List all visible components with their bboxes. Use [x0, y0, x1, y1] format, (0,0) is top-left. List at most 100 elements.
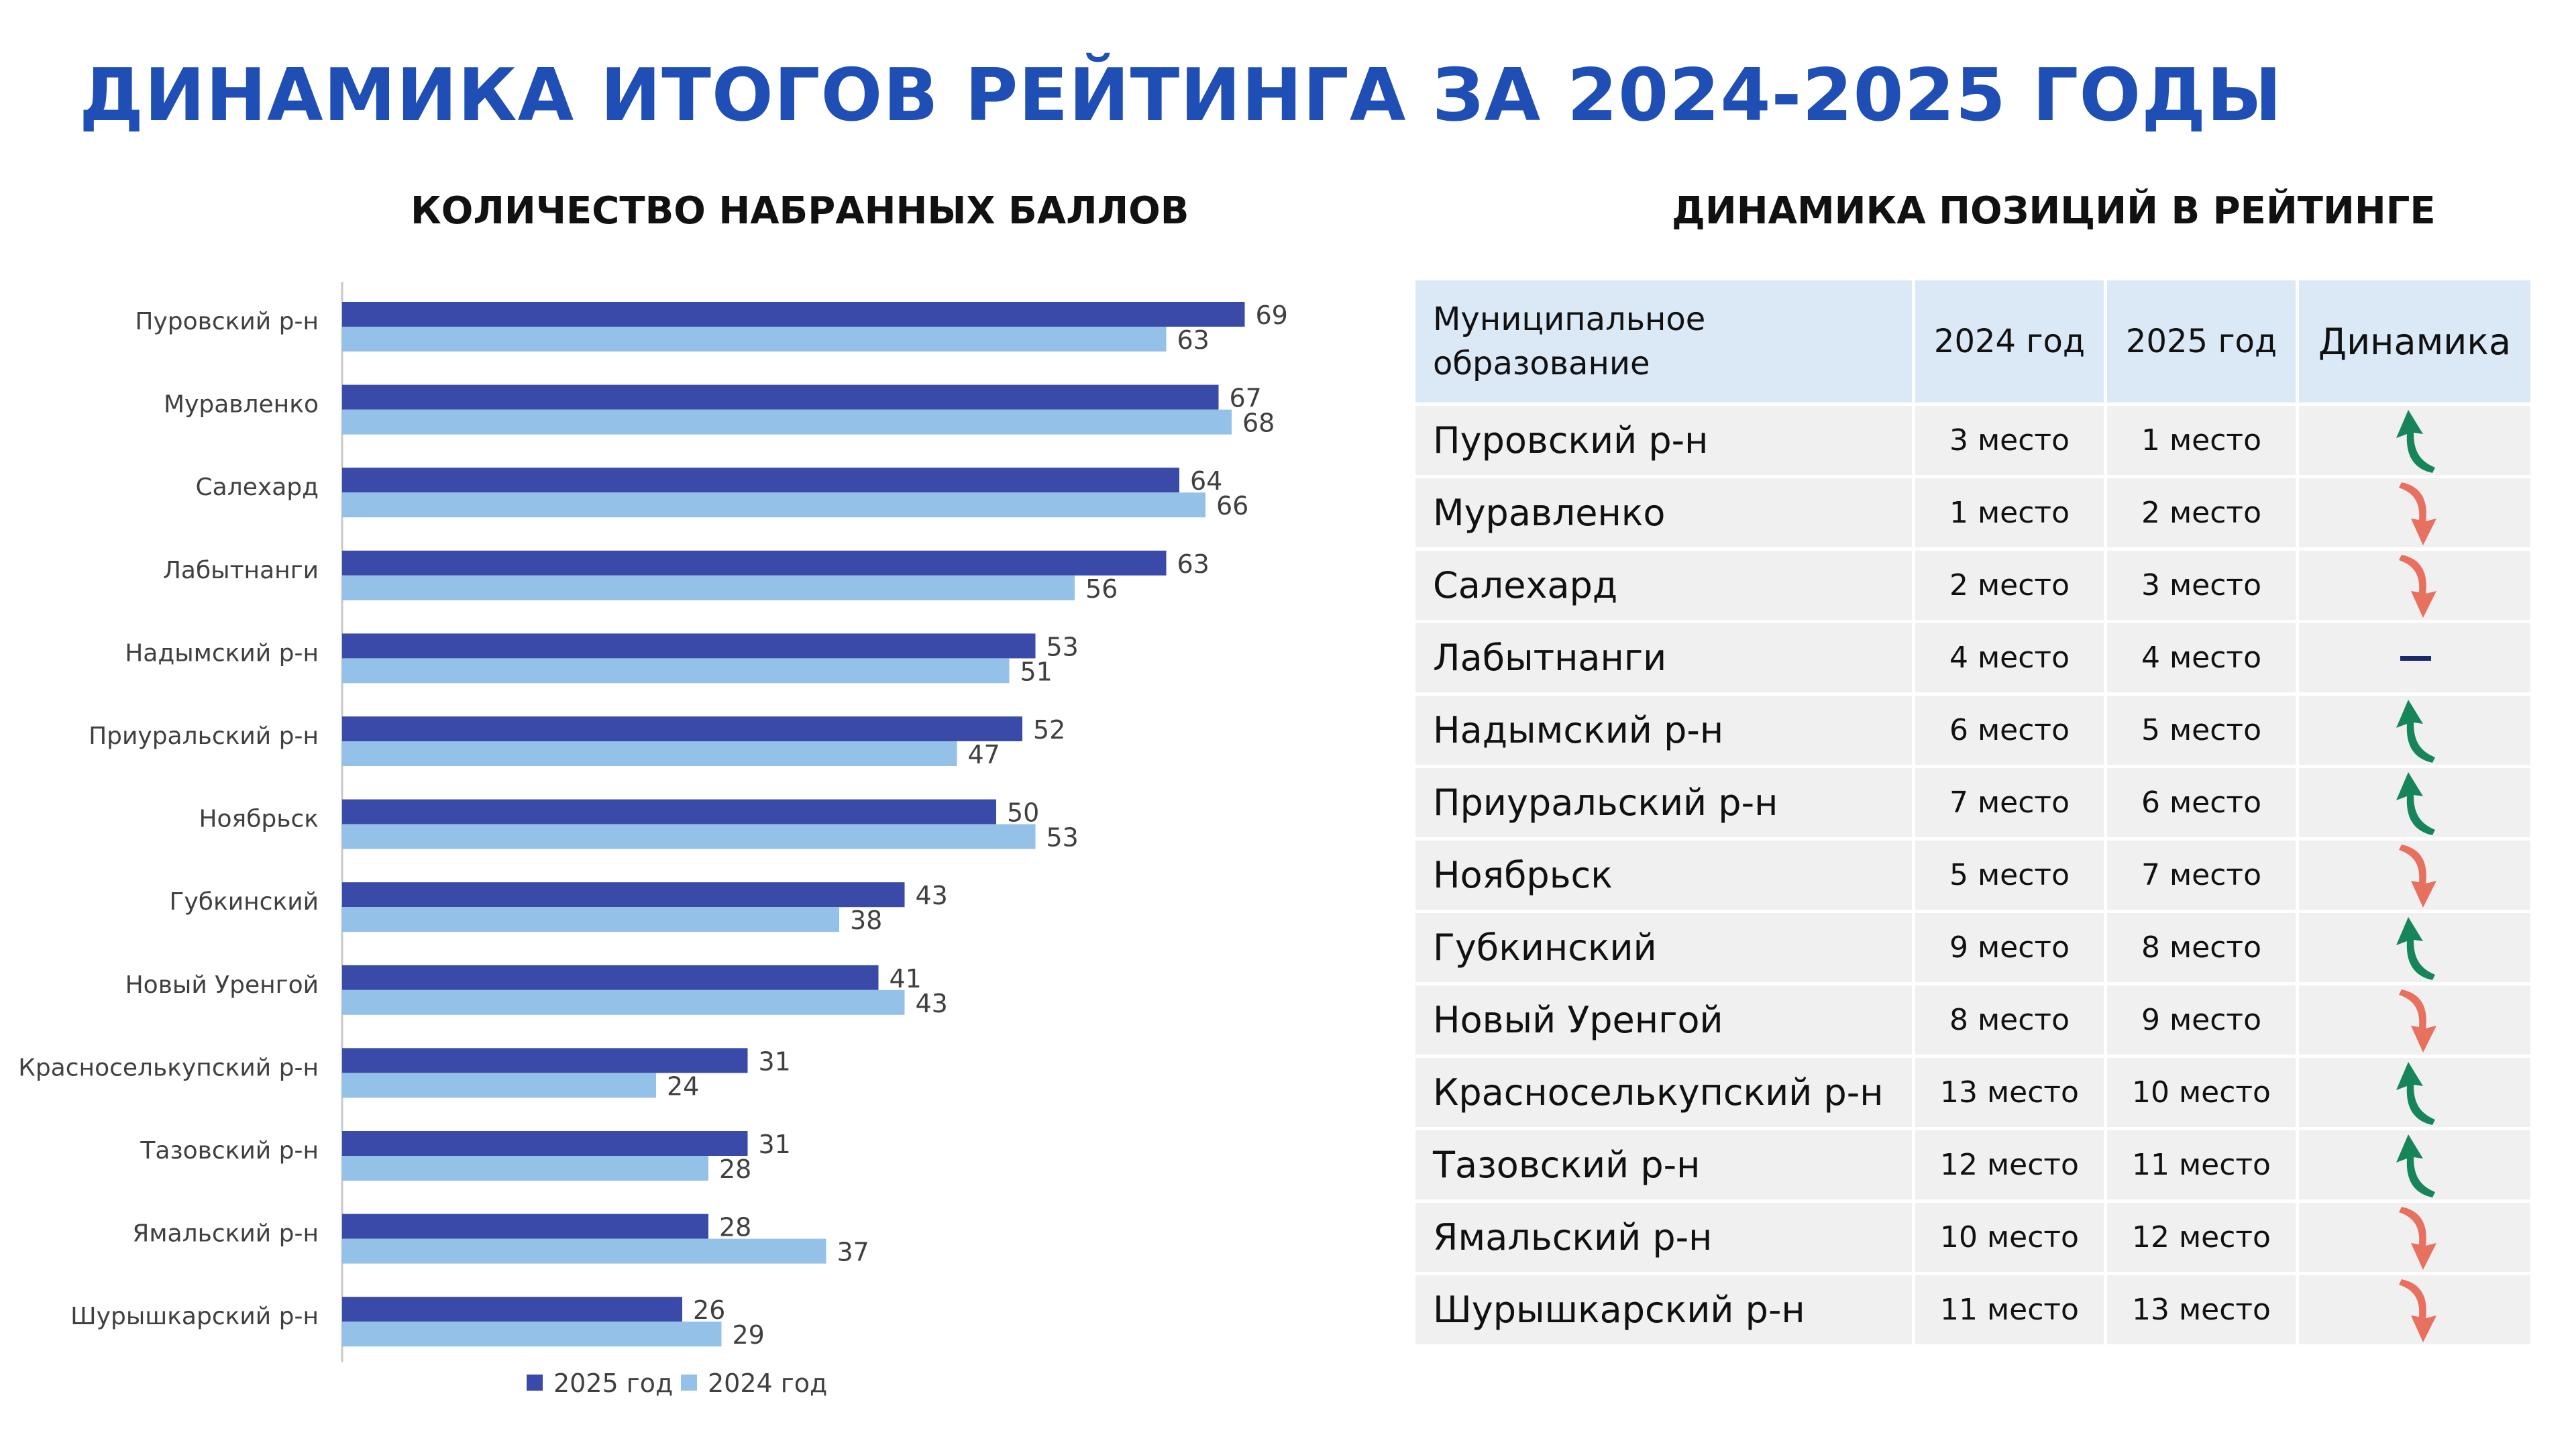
- row-dynamics-cell: [2296, 1055, 2534, 1130]
- data-label: 43: [916, 881, 948, 910]
- row-dynamics-cell: [2296, 620, 2534, 696]
- row-2025-cell: 8 место: [2104, 910, 2299, 985]
- row-name-cell: Лабытнанги: [1412, 620, 1915, 696]
- bar-2025: [342, 384, 1219, 410]
- row-2024-cell: 6 место: [1912, 692, 2107, 768]
- table-row: Губкинский 9 место 8 место: [1412, 910, 2534, 985]
- data-label: 37: [837, 1238, 869, 1267]
- table-row: Новый Уренгой 8 место 9 место: [1412, 982, 2534, 1058]
- data-label: 28: [719, 1213, 751, 1242]
- table-header-row: Муниципальное образование 2024 год 2025 …: [1412, 277, 2534, 406]
- bar-2024: [342, 409, 1232, 435]
- row-dynamics-cell: [2296, 692, 2534, 768]
- arrow-up-icon: [2396, 409, 2435, 473]
- table-row: Тазовский р-н 12 место 11 место: [1412, 1127, 2534, 1203]
- bar-2025: [342, 1297, 682, 1322]
- header-dynamics: Динамика: [2296, 277, 2534, 406]
- row-name-cell: Пуровский р-н: [1412, 402, 1915, 478]
- category-label: Тазовский р-н: [140, 1137, 319, 1165]
- row-2025-cell: 6 место: [2104, 765, 2299, 841]
- row-dynamics-cell: [2296, 1127, 2534, 1203]
- row-2024-cell: 4 место: [1912, 620, 2107, 696]
- data-label: 52: [1033, 715, 1065, 745]
- row-dynamics-cell: [2296, 1199, 2534, 1275]
- header-2024: 2024 год: [1912, 277, 2107, 406]
- row-2025-cell: 3 место: [2104, 547, 2299, 623]
- data-label: 66: [1216, 491, 1248, 521]
- bar-2025: [342, 302, 1245, 327]
- row-2025-cell: 12 место: [2104, 1199, 2299, 1275]
- legend-label: 2024 год: [708, 1368, 827, 1398]
- category-label: Пуровский р-н: [135, 308, 319, 335]
- bar-2024: [342, 824, 1036, 849]
- bar-2025: [342, 1048, 748, 1073]
- row-name-cell: Приуральский р-н: [1412, 765, 1915, 841]
- bar-2024: [342, 1073, 656, 1098]
- bar-2024: [342, 1238, 826, 1264]
- arrow-down-icon: [2398, 844, 2436, 908]
- row-name-cell: Тазовский р-н: [1412, 1127, 1915, 1203]
- row-2025-cell: 1 место: [2104, 402, 2299, 478]
- page-title: ДИНАМИКА ИТОГОВ РЕЙТИНГА ЗА 2024-2025 ГО…: [79, 54, 2283, 138]
- bar-2025: [342, 1214, 708, 1239]
- row-name-cell: Шурышкарский р-н: [1412, 1272, 1915, 1348]
- row-2024-cell: 3 место: [1912, 402, 2107, 478]
- category-label: Муравленко: [164, 391, 319, 419]
- data-label: 53: [1046, 823, 1079, 853]
- bar-2024: [342, 989, 905, 1015]
- row-2025-cell: 13 место: [2104, 1272, 2299, 1348]
- data-label: 41: [890, 964, 922, 994]
- data-label: 53: [1046, 632, 1079, 661]
- row-2025-cell: 5 место: [2104, 692, 2299, 768]
- row-dynamics-cell: [2296, 982, 2534, 1058]
- bar-2024: [342, 1156, 708, 1181]
- arrow-down-icon: [2398, 1279, 2436, 1342]
- data-label: 24: [667, 1071, 699, 1101]
- row-2025-cell: 9 место: [2104, 982, 2299, 1058]
- bar-2025: [342, 468, 1179, 493]
- table-row: Муравленко 1 место 2 место: [1412, 475, 2534, 551]
- row-dynamics-cell: [2296, 910, 2534, 985]
- header-municipality: Муниципальное образование: [1412, 277, 1915, 406]
- category-label: Приуральский р-н: [89, 722, 319, 750]
- data-label: 31: [759, 1046, 791, 1076]
- category-label: Ноябрьск: [199, 806, 319, 833]
- data-label: 68: [1242, 409, 1275, 438]
- bar-2024: [342, 741, 957, 766]
- bar-2025: [342, 1131, 748, 1156]
- bar-2025: [342, 799, 996, 824]
- row-name-cell: Губкинский: [1412, 910, 1915, 985]
- category-label: Лабытнанги: [163, 557, 319, 584]
- data-label: 28: [719, 1155, 751, 1184]
- row-name-cell: Красноселькупский р-н: [1412, 1055, 1915, 1130]
- bar-2024: [342, 327, 1167, 352]
- legend-swatch: [681, 1375, 697, 1391]
- dash-icon: [2400, 655, 2431, 661]
- chart-section-title: КОЛИЧЕСТВО НАБРАННЫХ БАЛЛОВ: [411, 189, 1189, 233]
- category-label: Красноселькупский р-н: [18, 1054, 319, 1081]
- row-2025-cell: 4 место: [2104, 620, 2299, 696]
- data-label: 38: [850, 906, 882, 935]
- row-name-cell: Ноябрьск: [1412, 837, 1915, 913]
- row-2024-cell: 13 место: [1912, 1055, 2107, 1130]
- category-label: Надымский р-н: [125, 639, 319, 667]
- row-name-cell: Салехард: [1412, 547, 1915, 623]
- table-section-title: ДИНАМИКА ПОЗИЦИЙ В РЕЙТИНГЕ: [1672, 189, 2436, 233]
- row-name-cell: Новый Уренгой: [1412, 982, 1915, 1058]
- arrow-up-icon: [2396, 1134, 2435, 1197]
- row-2024-cell: 10 место: [1912, 1199, 2107, 1275]
- arrow-up-icon: [2396, 699, 2435, 763]
- row-name-cell: Ямальский р-н: [1412, 1199, 1915, 1275]
- data-label: 67: [1230, 384, 1262, 413]
- row-dynamics-cell: [2296, 1272, 2534, 1348]
- row-dynamics-cell: [2296, 547, 2534, 623]
- table-row: Надымский р-н 6 место 5 место: [1412, 692, 2534, 768]
- table-row: Пуровский р-н 3 место 1 место: [1412, 402, 2534, 478]
- data-label: 63: [1177, 325, 1210, 355]
- arrow-down-icon: [2398, 989, 2436, 1053]
- data-label: 51: [1020, 657, 1053, 686]
- arrow-down-icon: [2398, 482, 2436, 545]
- legend-label: 2025 год: [553, 1368, 673, 1398]
- bar-2025: [342, 716, 1022, 741]
- header-2025: 2025 год: [2104, 277, 2299, 406]
